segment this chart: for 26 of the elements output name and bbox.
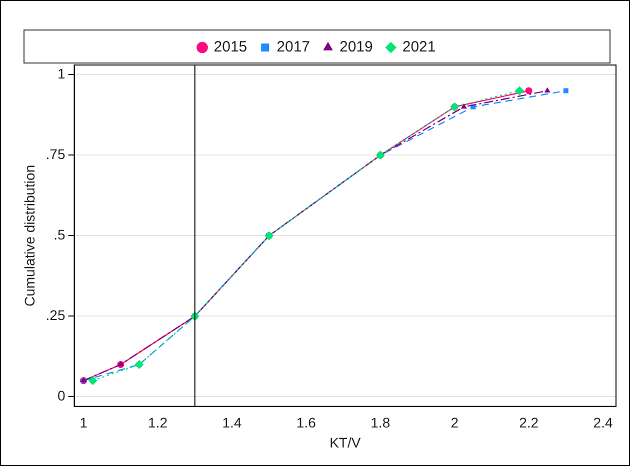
x-tick-label: 2.4 <box>593 414 613 431</box>
point <box>88 376 98 386</box>
legend-label: 2019 <box>340 38 373 56</box>
x-tick-label: 2 <box>450 414 459 431</box>
point <box>515 86 524 96</box>
x-axis-title: KT/V <box>330 434 362 450</box>
legend-label: 2015 <box>214 38 248 56</box>
y-tick-label: 1 <box>57 66 66 82</box>
x-tick-label: 2.2 <box>519 414 539 431</box>
y-tick-label: .75 <box>46 146 66 162</box>
x-tick-label: 1.8 <box>370 414 390 431</box>
x-tick-label: 1.4 <box>222 414 242 431</box>
y-axis-title: Cumulative distribution <box>21 164 38 307</box>
y-tick-label: 0 <box>57 388 66 404</box>
x-tick-label: 1.2 <box>148 414 168 431</box>
point <box>563 88 568 94</box>
point <box>525 87 532 94</box>
x-tick-label: 1.6 <box>296 414 316 431</box>
point <box>134 360 144 370</box>
y-tick-label: .5 <box>54 226 66 243</box>
x-tick-label: 1 <box>80 414 88 431</box>
legend-label: 2017 <box>276 38 310 56</box>
y-tick-label: .25 <box>46 307 66 324</box>
legend-label: 2021 <box>402 38 436 56</box>
point <box>460 103 467 109</box>
point <box>544 87 550 93</box>
